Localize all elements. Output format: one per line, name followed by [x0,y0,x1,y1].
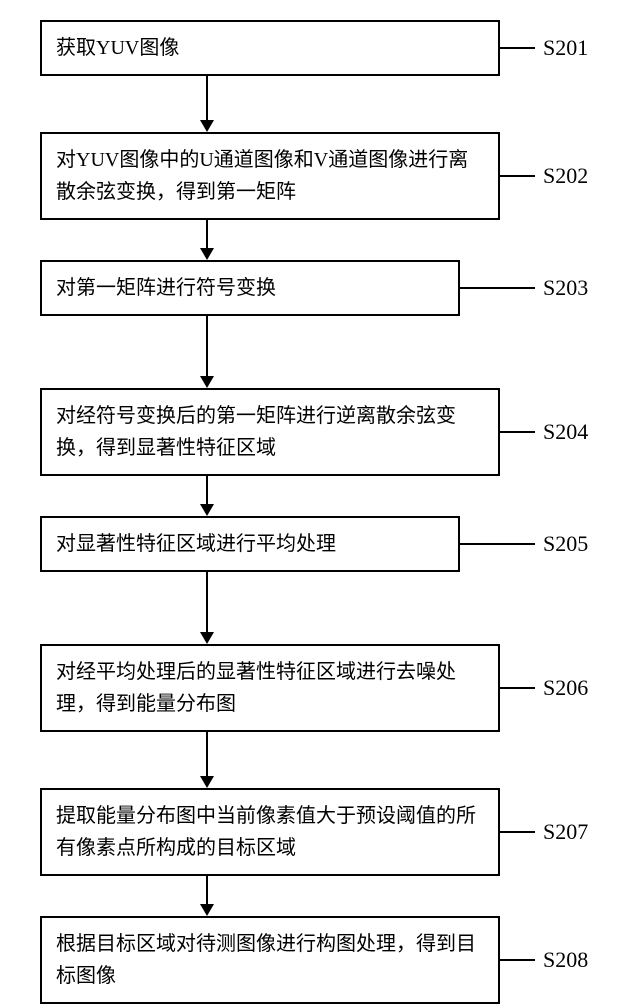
step-label-s207: S207 [543,819,588,845]
label-connector [500,959,535,961]
connector-line [206,476,208,504]
arrow-icon [200,120,214,132]
connector-line [206,876,208,904]
step-row-s205: 对显著性特征区域进行平均处理 S205 [40,516,641,572]
step-box-s202: 对YUV图像中的U通道图像和V通道图像进行离散余弦变换，得到第一矩阵 [40,132,500,220]
step-text: 对第一矩阵进行符号变换 [56,272,276,304]
step-row-s202: 对YUV图像中的U通道图像和V通道图像进行离散余弦变换，得到第一矩阵 S202 [40,132,641,220]
step-label-s201: S201 [543,35,588,61]
step-label-s204: S204 [543,419,588,445]
label-connector [500,831,535,833]
step-box-s208: 根据目标区域对待测图像进行构图处理，得到目标图像 [40,916,500,1004]
step-text: 对显著性特征区域进行平均处理 [56,528,336,560]
label-connector [460,287,535,289]
step-row-s207: 提取能量分布图中当前像素值大于预设阈值的所有像素点所构成的目标区域 S207 [40,788,641,876]
label-connector [500,687,535,689]
connector-line [206,220,208,248]
step-row-s204: 对经符号变换后的第一矩阵进行逆离散余弦变换，得到显著性特征区域 S204 [40,388,641,476]
arrow-icon [200,376,214,388]
step-text: 根据目标区域对待测图像进行构图处理，得到目标图像 [56,928,484,992]
label-connector [500,175,535,177]
label-connector [460,543,535,545]
step-label-s205: S205 [543,531,588,557]
arrow-icon [200,904,214,916]
connector-s203 [200,316,214,388]
step-row-s201: 获取YUV图像 S201 [40,20,641,76]
arrow-icon [200,776,214,788]
step-row-s206: 对经平均处理后的显著性特征区域进行去噪处理，得到能量分布图 S206 [40,644,641,732]
step-row-s203: 对第一矩阵进行符号变换 S203 [40,260,641,316]
step-label-s206: S206 [543,675,588,701]
step-box-s201: 获取YUV图像 [40,20,500,76]
step-text: 对YUV图像中的U通道图像和V通道图像进行离散余弦变换，得到第一矩阵 [56,144,484,208]
step-box-s203: 对第一矩阵进行符号变换 [40,260,460,316]
arrow-icon [200,504,214,516]
step-text: 获取YUV图像 [56,32,179,64]
connector-line [206,316,208,376]
step-box-s205: 对显著性特征区域进行平均处理 [40,516,460,572]
step-text: 提取能量分布图中当前像素值大于预设阈值的所有像素点所构成的目标区域 [56,800,484,864]
step-text: 对经符号变换后的第一矩阵进行逆离散余弦变换，得到显著性特征区域 [56,400,484,464]
connector-s201 [200,76,214,132]
step-label-s203: S203 [543,275,588,301]
connector-line [206,76,208,120]
arrow-icon [200,632,214,644]
label-connector [500,431,535,433]
connector-s205 [200,572,214,644]
connector-s207 [200,876,214,916]
connector-line [206,732,208,776]
connector-s206 [200,732,214,788]
label-connector [500,47,535,49]
connector-line [206,572,208,632]
connector-s202 [200,220,214,260]
step-box-s206: 对经平均处理后的显著性特征区域进行去噪处理，得到能量分布图 [40,644,500,732]
step-label-s202: S202 [543,163,588,189]
step-box-s204: 对经符号变换后的第一矩阵进行逆离散余弦变换，得到显著性特征区域 [40,388,500,476]
step-row-s208: 根据目标区域对待测图像进行构图处理，得到目标图像 S208 [40,916,641,1004]
step-box-s207: 提取能量分布图中当前像素值大于预设阈值的所有像素点所构成的目标区域 [40,788,500,876]
flowchart-container: 获取YUV图像 S201 对YUV图像中的U通道图像和V通道图像进行离散余弦变换… [0,20,641,1004]
step-text: 对经平均处理后的显著性特征区域进行去噪处理，得到能量分布图 [56,656,484,720]
step-label-s208: S208 [543,947,588,973]
connector-s204 [200,476,214,516]
arrow-icon [200,248,214,260]
